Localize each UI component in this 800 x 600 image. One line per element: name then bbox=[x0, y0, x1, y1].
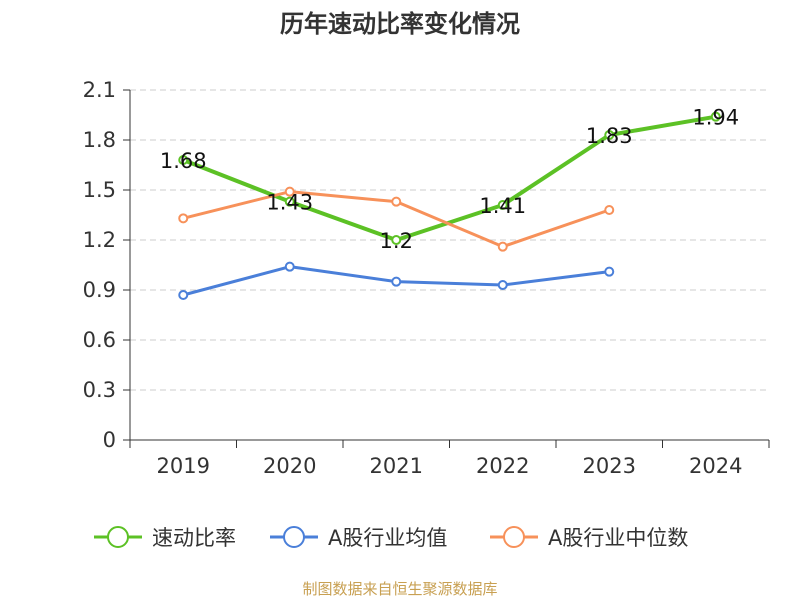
data-label: 1.68 bbox=[160, 149, 207, 173]
axes: 0 0.3 0.6 0.9 1.2 1.5 1.8 2.1 2019 2020 2021 2022 20… bbox=[83, 78, 770, 478]
data-label: 1.83 bbox=[586, 124, 633, 148]
legend-marker bbox=[107, 526, 129, 548]
legend-item[interactable]: 速动比率 bbox=[94, 526, 236, 550]
x-tick-label: 2019 bbox=[157, 454, 210, 478]
legend-item[interactable]: A股行业均值 bbox=[270, 526, 447, 550]
x-tick-label: 2024 bbox=[689, 454, 742, 478]
data-point[interactable] bbox=[391, 196, 402, 207]
data-point[interactable] bbox=[391, 276, 402, 287]
series-1 bbox=[178, 261, 615, 300]
data-point[interactable] bbox=[178, 155, 189, 165]
grid-lines bbox=[130, 89, 769, 391]
legend-item[interactable]: A股行业中位数 bbox=[490, 526, 688, 550]
data-labels: 1.68 1.43 1.2 1.41 1.83 1.94 bbox=[160, 106, 739, 253]
x-tick-label: 2021 bbox=[370, 454, 423, 478]
source-note: 制图数据来自恒生聚源数据库 bbox=[302, 580, 497, 598]
y-tick-label: 1.2 bbox=[83, 228, 116, 252]
data-point[interactable] bbox=[604, 130, 615, 140]
legend-marker bbox=[283, 526, 305, 548]
y-tick-label: 0.9 bbox=[83, 278, 116, 302]
legend: 速动比率 A股行业均值 A股行业中位数 bbox=[94, 526, 688, 550]
x-tick-label: 2022 bbox=[476, 454, 529, 478]
data-point[interactable] bbox=[391, 235, 402, 245]
series-group bbox=[178, 111, 721, 300]
data-label: 1.41 bbox=[479, 194, 526, 218]
data-label: 1.43 bbox=[266, 191, 313, 215]
data-point[interactable] bbox=[178, 290, 189, 300]
legend-label: A股行业中位数 bbox=[548, 526, 688, 550]
x-tick-label: 2023 bbox=[583, 454, 636, 478]
data-point[interactable] bbox=[497, 200, 508, 210]
series-line bbox=[181, 114, 718, 242]
data-point[interactable] bbox=[497, 241, 508, 252]
y-tick-label: 2.1 bbox=[83, 78, 116, 102]
y-tick-label: 0 bbox=[103, 428, 116, 452]
legend-label: 速动比率 bbox=[152, 526, 236, 550]
y-tick-label: 0.6 bbox=[83, 328, 116, 352]
y-tick-label: 0.3 bbox=[83, 378, 116, 402]
data-point[interactable] bbox=[284, 196, 295, 207]
data-label: 1.94 bbox=[692, 106, 739, 130]
y-tick-label: 1.8 bbox=[83, 128, 116, 152]
data-point[interactable] bbox=[284, 261, 295, 272]
data-point[interactable] bbox=[604, 266, 615, 277]
data-point[interactable] bbox=[604, 205, 615, 215]
chart-title: 历年速动比率变化情况 bbox=[280, 10, 520, 38]
y-tick-label: 1.5 bbox=[83, 178, 116, 202]
data-point[interactable] bbox=[710, 111, 721, 122]
data-label: 1.2 bbox=[380, 229, 413, 253]
data-point[interactable] bbox=[284, 186, 295, 197]
x-tick-label: 2020 bbox=[263, 454, 316, 478]
legend-marker bbox=[503, 526, 525, 548]
legend-label: A股行业均值 bbox=[328, 526, 447, 550]
data-point[interactable] bbox=[497, 280, 508, 290]
data-point[interactable] bbox=[178, 213, 189, 224]
series-2 bbox=[178, 186, 615, 252]
